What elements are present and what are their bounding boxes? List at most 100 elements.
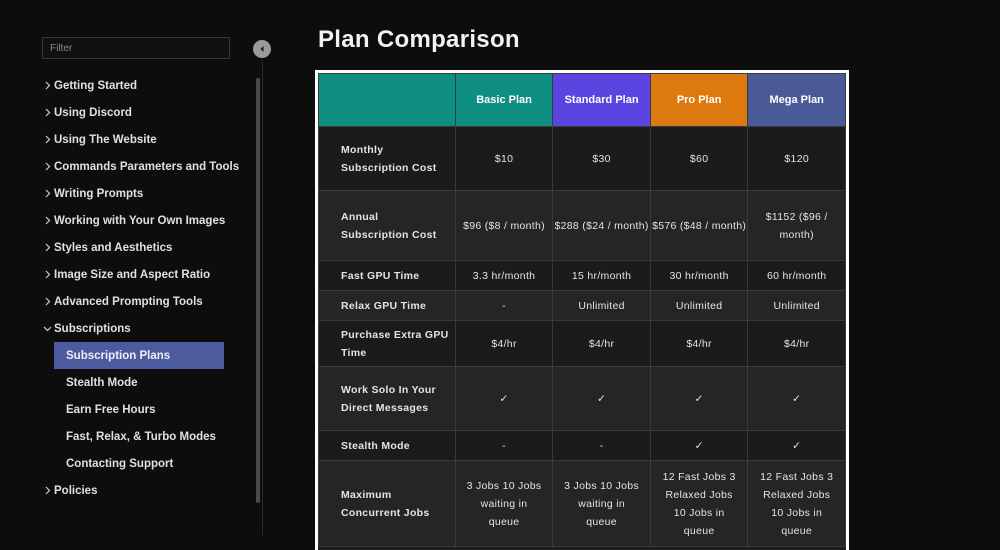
sidebar-item-label: Working with Your Own Images [54, 214, 226, 227]
row-label: Maximum Concurrent Jobs [318, 460, 456, 547]
sidebar-item-stealth-mode[interactable]: Stealth Mode [41, 369, 241, 396]
sidebar-scrollbar[interactable] [256, 78, 260, 503]
sidebar-item-subscription-plans[interactable]: Subscription Plans [54, 342, 224, 369]
sidebar-item-label: Styles and Aesthetics [54, 241, 173, 254]
table-cell: $120 [747, 126, 846, 191]
sidebar-item-subscriptions[interactable]: Subscriptions [41, 315, 241, 342]
sidebar-divider [262, 60, 263, 535]
sidebar-item-commands-parameters-and-tools[interactable]: Commands Parameters and Tools [41, 153, 241, 180]
table-cell: ✓ [649, 366, 749, 431]
chevron-right-icon [41, 486, 53, 495]
sidebar: Getting Started Using Discord Using The We… [0, 0, 271, 550]
table-cell: 15 hr/month [552, 260, 651, 291]
header-basic-plan: Basic Plan [454, 73, 554, 127]
table-row: Fast GPU Time 3.3 hr/month 15 hr/month 30 h… [318, 260, 846, 291]
table-cell: $10 [454, 126, 554, 191]
table-cell: - [454, 430, 554, 461]
sidebar-item-label: Subscription Plans [66, 349, 171, 362]
table-cell: $60 [649, 126, 749, 191]
header-corner [318, 73, 456, 127]
table-cell: $4/hr [454, 320, 554, 367]
sidebar-item-using-discord[interactable]: Using Discord [41, 99, 241, 126]
chevron-right-icon [41, 108, 53, 117]
sidebar-item-label: Using Discord [54, 106, 132, 119]
chevron-right-icon [41, 189, 53, 198]
chevron-right-icon [41, 216, 53, 225]
chevron-right-icon [41, 135, 53, 144]
sidebar-item-label: Writing Prompts [54, 187, 144, 200]
chevron-right-icon [41, 81, 53, 90]
sidebar-item-writing-prompts[interactable]: Writing Prompts [41, 180, 241, 207]
table-cell: 3.3 hr/month [454, 260, 554, 291]
chevron-left-icon [260, 46, 264, 52]
table-row: Purchase Extra GPU Time $4/hr $4/hr $4/hr $4… [318, 320, 846, 367]
sidebar-item-label: Contacting Support [66, 457, 174, 470]
sidebar-item-getting-started[interactable]: Getting Started [41, 72, 241, 99]
plan-table: Basic Plan Standard Plan Pro Plan Mega P… [318, 73, 846, 547]
row-label: Annual Subscription Cost [318, 190, 456, 261]
sidebar-item-label: Getting Started [54, 79, 138, 92]
table-row: Relax GPU Time - Unlimited Unlimited Unlimit… [318, 290, 846, 321]
page-title: Plan Comparison [318, 26, 520, 53]
chevron-right-icon [41, 297, 53, 306]
table-cell: ✓ [649, 430, 749, 461]
filter-input[interactable] [42, 37, 230, 59]
header-pro-plan: Pro Plan [649, 73, 749, 127]
table-cell: Unlimited [552, 290, 651, 321]
table-row: Annual Subscription Cost $96 ($8 / month)… [318, 190, 846, 261]
row-label: Relax GPU Time [318, 290, 456, 321]
table-cell: ✓ [747, 366, 846, 431]
table-header-row: Basic Plan Standard Plan Pro Plan Mega P… [318, 73, 846, 127]
sidebar-item-contacting-support[interactable]: Contacting Support [41, 450, 241, 477]
row-label: Monthly Subscription Cost [318, 126, 456, 191]
sidebar-item-using-the-website[interactable]: Using The Website [41, 126, 241, 153]
table-cell: 12 Fast Jobs 3 Relaxed Jobs 10 Jobs in q… [649, 460, 749, 547]
sidebar-item-label: Fast, Relax, & Turbo Modes [66, 430, 216, 443]
table-cell: $4/hr [649, 320, 749, 367]
table-row: Monthly Subscription Cost $10 $30 $60 $120 [318, 126, 846, 191]
sidebar-nav: Getting Started Using Discord Using The We… [41, 72, 241, 504]
sidebar-item-fast-relax-turbo-modes[interactable]: Fast, Relax, & Turbo Modes [41, 423, 241, 450]
plan-comparison-table: Basic Plan Standard Plan Pro Plan Mega P… [315, 70, 849, 550]
chevron-right-icon [41, 162, 53, 171]
table-cell: - [454, 290, 554, 321]
row-label: Stealth Mode [318, 430, 456, 461]
sidebar-item-policies[interactable]: Policies [41, 477, 241, 504]
table-cell: $1152 ($96 / month) [747, 190, 846, 261]
table-cell: 60 hr/month [747, 260, 846, 291]
table-cell: $96 ($8 / month) [454, 190, 554, 261]
header-mega-plan: Mega Plan [747, 73, 846, 127]
chevron-right-icon [41, 243, 53, 252]
sidebar-item-label: Earn Free Hours [66, 403, 156, 416]
sidebar-item-label: Using The Website [54, 133, 157, 146]
table-cell: ✓ [747, 430, 846, 461]
table-cell: 30 hr/month [649, 260, 749, 291]
sidebar-item-label: Stealth Mode [66, 376, 138, 389]
sidebar-item-styles-and-aesthetics[interactable]: Styles and Aesthetics [41, 234, 241, 261]
table-cell: Unlimited [747, 290, 846, 321]
table-cell: 3 Jobs 10 Jobs waiting in queue [454, 460, 554, 547]
table-row: Stealth Mode - - ✓ ✓ [318, 430, 846, 461]
chevron-right-icon [41, 270, 53, 279]
collapse-sidebar-button[interactable] [253, 40, 271, 58]
row-label: Work Solo In Your Direct Messages [318, 366, 456, 431]
sidebar-item-label: Policies [54, 484, 98, 497]
table-cell: $4/hr [747, 320, 846, 367]
row-label: Purchase Extra GPU Time [318, 320, 456, 367]
header-standard-plan: Standard Plan [552, 73, 651, 127]
chevron-down-icon [41, 324, 53, 333]
table-cell: 12 Fast Jobs 3 Relaxed Jobs 10 Jobs in q… [747, 460, 846, 547]
table-cell: $288 ($24 / month) [552, 190, 651, 261]
sidebar-item-label: Image Size and Aspect Ratio [54, 268, 211, 281]
sidebar-item-label: Advanced Prompting Tools [54, 295, 203, 308]
sidebar-item-working-with-your-own-images[interactable]: Working with Your Own Images [41, 207, 241, 234]
table-cell: ✓ [454, 366, 554, 431]
sidebar-item-earn-free-hours[interactable]: Earn Free Hours [41, 396, 241, 423]
table-cell: ✓ [552, 366, 651, 431]
sidebar-item-advanced-prompting-tools[interactable]: Advanced Prompting Tools [41, 288, 241, 315]
row-label: Fast GPU Time [318, 260, 456, 291]
table-row: Work Solo In Your Direct Messages ✓ ✓ ✓ ✓ [318, 366, 846, 431]
table-cell: - [552, 430, 651, 461]
sidebar-item-label: Commands Parameters and Tools [54, 160, 240, 173]
sidebar-item-image-size-and-aspect-ratio[interactable]: Image Size and Aspect Ratio [41, 261, 241, 288]
